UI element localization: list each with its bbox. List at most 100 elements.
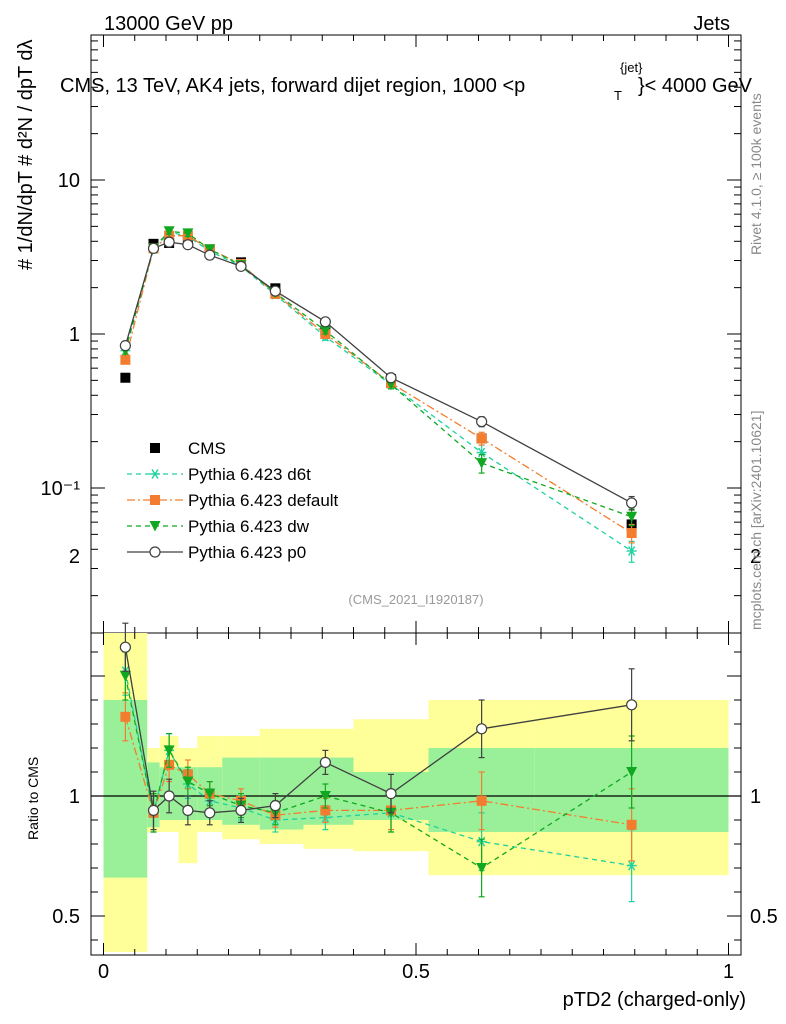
ratio-y-tick-label: 1 (69, 786, 80, 808)
data-point (235, 804, 247, 817)
series-line (124, 241, 632, 504)
legend-label: Pythia 6.423 default (188, 491, 339, 510)
data-point (119, 340, 131, 352)
rivet-version-text: Rivet 4.1.0, ≥ 100k events (748, 93, 764, 255)
ratio-series (119, 622, 638, 903)
data-point (204, 807, 216, 819)
data-point (182, 776, 194, 788)
data-point (269, 285, 281, 297)
data-point (204, 244, 216, 255)
x-axis-label: pTD2 (charged-only) (563, 989, 746, 1011)
series-line (124, 235, 632, 534)
main-y-tick-label: 10 (58, 170, 80, 192)
legend-item: Pythia 6.423 dw (127, 517, 310, 536)
data-point (119, 641, 131, 653)
header-left: 13000 GeV pp (104, 13, 233, 35)
data-point-stroke (628, 860, 636, 871)
data-point (385, 372, 397, 384)
data-point (182, 239, 194, 251)
legend-label: Pythia 6.423 p0 (188, 543, 306, 562)
plot-title-superscript: {jet} (620, 60, 643, 75)
main-axes: 10⁻¹ 1 10 (41, 35, 741, 633)
data-point (476, 433, 487, 444)
data-point (476, 447, 487, 458)
data-point (626, 497, 638, 509)
main-series (119, 226, 638, 563)
main-series-0 (120, 235, 637, 530)
ratio-y-tick-label-right: 2 (750, 546, 761, 568)
data-point (204, 249, 216, 261)
data-point (182, 228, 194, 239)
data-point (319, 791, 331, 802)
x-tick-label: 0.5 (402, 961, 430, 983)
data-point (204, 788, 216, 800)
ratio-series-3 (119, 622, 638, 831)
data-point (147, 242, 160, 254)
data-point (626, 511, 638, 523)
data-point (163, 226, 175, 237)
legend-marker (149, 546, 161, 558)
series-line (124, 716, 632, 826)
data-point (269, 799, 281, 812)
legend-item: Pythia 6.423 p0 (127, 543, 306, 562)
plot-title-main: CMS, 13 TeV, AK4 jets, forward dijet reg… (60, 75, 525, 97)
legend-marker (150, 469, 160, 479)
data-point (319, 756, 331, 769)
data-point (319, 316, 331, 328)
data-point (476, 863, 488, 874)
data-point (626, 546, 637, 556)
ratio-y-tick-label: 0.5 (52, 906, 80, 928)
legend-label: CMS (188, 439, 226, 458)
x-tick-label: 0 (98, 961, 109, 983)
data-point (476, 458, 488, 469)
data-point-stroke (478, 447, 486, 458)
data-point (626, 528, 637, 539)
data-point (320, 805, 331, 816)
data-point (182, 804, 194, 817)
data-point (147, 804, 160, 817)
data-point (319, 325, 331, 337)
legend: CMS Pythia 6.423 d6t Pythia 6.423 default P… (127, 439, 339, 562)
main-y-axis-label: # 1/dN/dpT # d²N / dpT dλ (15, 40, 37, 271)
data-point (120, 372, 131, 383)
mcplots-label: mcplots.cern.ch [arXiv:2401.10621] (748, 411, 764, 630)
data-point (235, 260, 247, 272)
header-right: Jets (693, 13, 730, 35)
plot-title-subscript: T (614, 88, 622, 103)
mcplots-text: mcplots.cern.ch [arXiv:2401.10621] (748, 411, 764, 630)
data-point (626, 860, 637, 871)
legend-marker-stroke (151, 469, 159, 479)
data-point (476, 415, 488, 428)
data-point (626, 699, 638, 711)
legend-label: Pythia 6.423 d6t (188, 465, 311, 484)
main-series-1 (120, 227, 637, 563)
ratio-y-tick-label-right: 1 (750, 786, 761, 808)
rivet-version-label: Rivet 4.1.0, ≥ 100k events (748, 93, 764, 255)
data-point (626, 767, 638, 778)
data-point-stroke (628, 546, 636, 556)
data-point (626, 819, 637, 830)
ratio-axes: 0 0.5 1 0.5 0.5 1 1 2 2 (52, 546, 778, 983)
data-point (163, 745, 175, 756)
ratio-y-axis-label: Ratio to CMS (25, 757, 41, 840)
legend-item: CMS (150, 439, 226, 458)
ratio-y-tick-label: 2 (69, 546, 80, 568)
main-y-tick-label: 10⁻¹ (41, 478, 81, 500)
main-series-4 (119, 236, 638, 511)
legend-label: Pythia 6.423 dw (188, 517, 310, 536)
data-point (120, 354, 131, 365)
ratio-bands (91, 633, 741, 952)
data-point (476, 795, 487, 806)
legend-item: Pythia 6.423 default (127, 491, 339, 510)
main-y-axis-label-text: # 1/dN/dpT # d²N / dpT dλ (15, 40, 37, 271)
legend-item: Pythia 6.423 d6t (127, 465, 311, 484)
data-point (120, 711, 131, 722)
data-point (119, 671, 131, 682)
main-y-tick-label: 1 (69, 324, 80, 346)
analysis-watermark: (CMS_2021_I1920187) (348, 592, 483, 607)
x-tick-label: 1 (723, 961, 734, 983)
plot-title-tail: }< 4000 GeV (638, 75, 753, 97)
legend-marker (150, 495, 160, 505)
data-point (163, 790, 175, 802)
